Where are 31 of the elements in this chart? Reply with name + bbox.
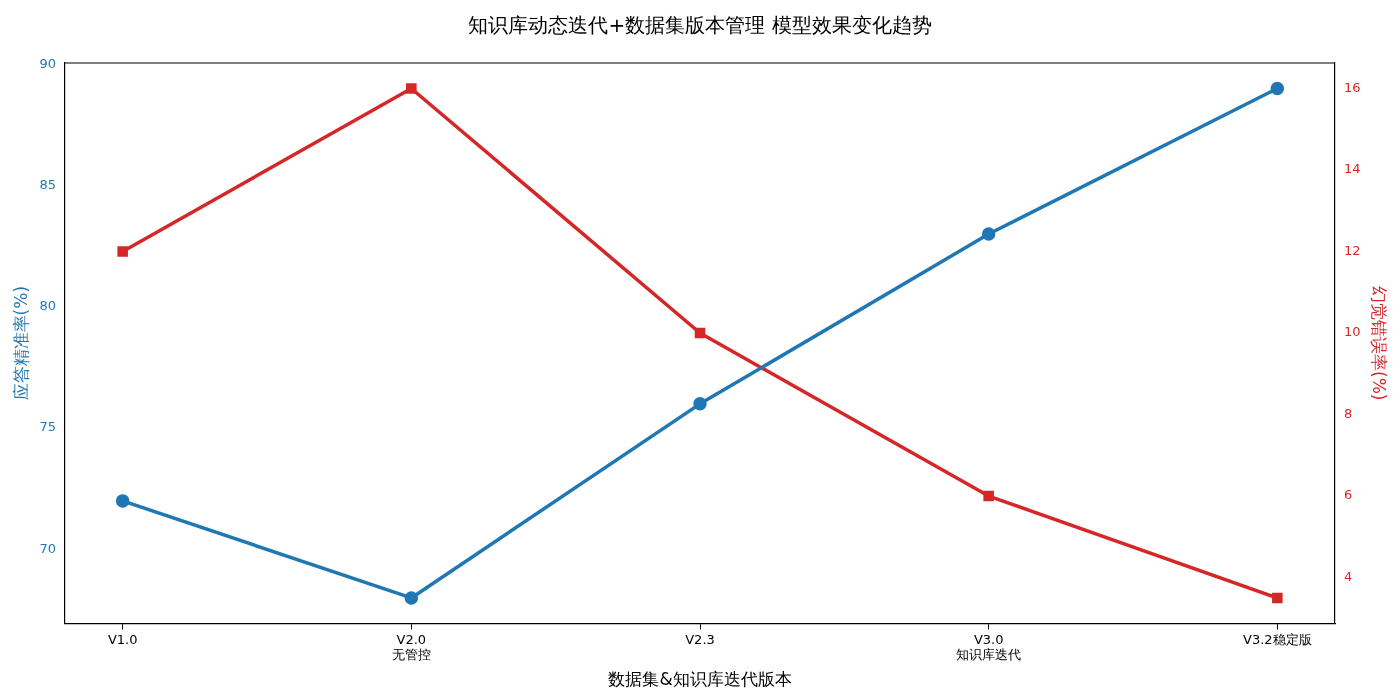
point [981,227,996,241]
x-tick-label: V2.3 [685,631,715,647]
point [983,490,994,502]
point [1270,81,1285,96]
y-tick-label: 90 [39,55,56,71]
x-tick-label: V1.0 [107,631,138,647]
y2-axis-title: 幻觉错误率(%) [1369,285,1390,401]
y-tick-label: 70 [39,540,56,556]
y-tick-label: 75 [39,419,56,435]
x-axis-title: 数据集&知识库迭代版本 [608,669,792,690]
y2-tick-label: 12 [1344,242,1361,258]
x-tick-label: V2.0 无管控 [391,631,431,663]
point [117,246,128,257]
y2-tick-label: 14 [1344,161,1361,177]
point [404,591,419,605]
y2-tick-label: 6 [1344,487,1353,503]
y-tick-label: 80 [39,298,56,314]
point [406,83,417,94]
y-axis-title: 应答精准率(%) [10,285,31,401]
y2-tick-label: 4 [1344,568,1353,584]
y2-tick-label: 8 [1344,405,1353,421]
chart-title: 知识库动态迭代+数据集版本管理 模型效果变化趋势 [468,13,932,38]
x-tick-label: V3.0 知识库迭代 [956,631,1022,663]
y2-tick-label: 10 [1344,324,1361,340]
y-tick-label: 85 [39,176,56,192]
point [1272,592,1283,604]
point [693,397,707,411]
x-tick-label: V3.2稳定版 [1243,631,1312,647]
point [694,327,706,339]
point [115,494,130,508]
y2-tick-label: 16 [1344,79,1361,95]
